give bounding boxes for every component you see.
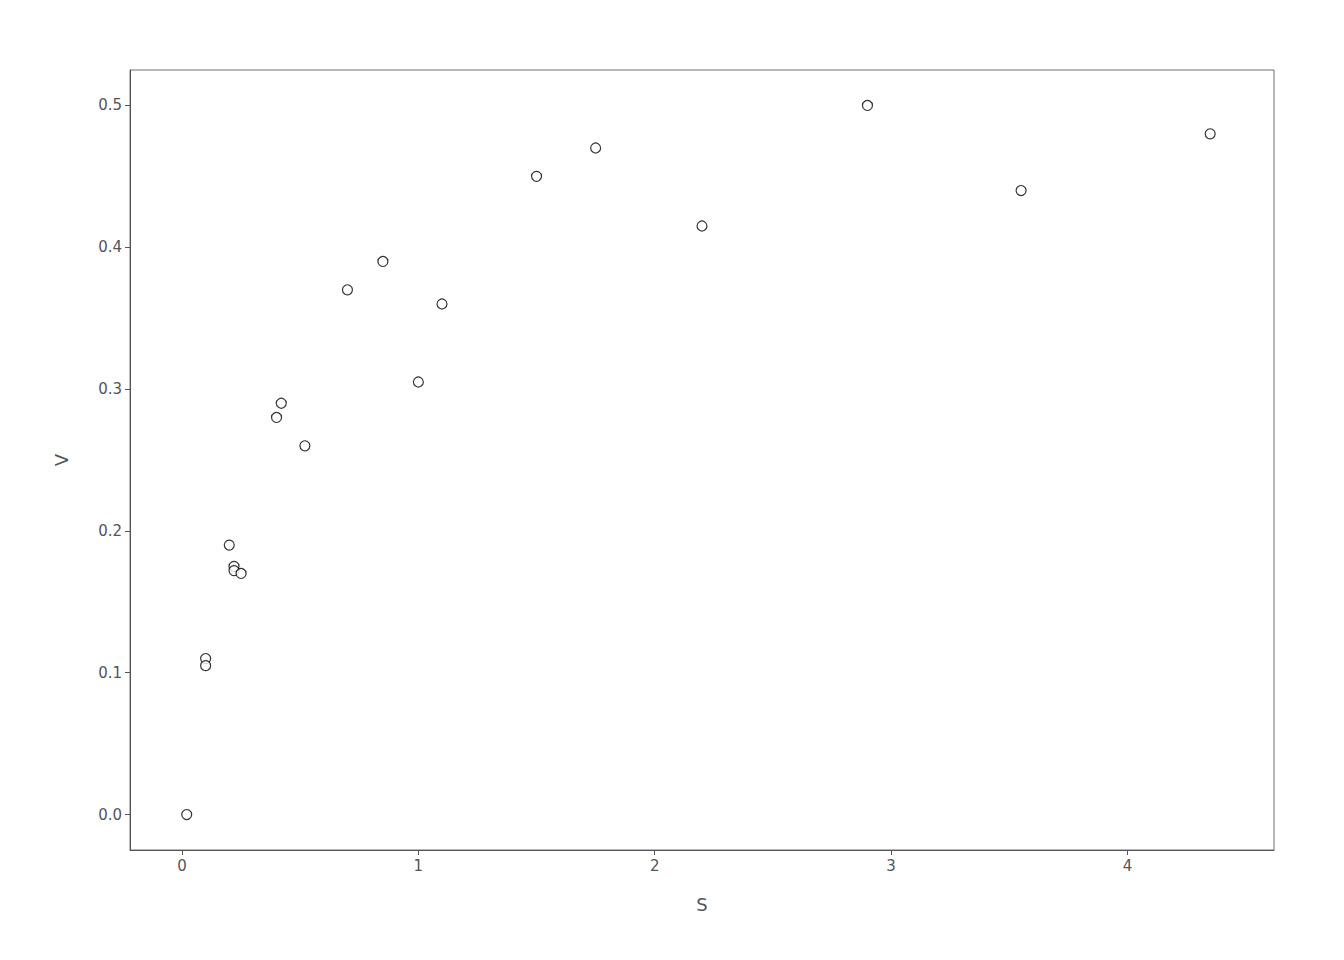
svg-text:4: 4 <box>1123 857 1133 875</box>
svg-text:2: 2 <box>650 857 660 875</box>
svg-text:V: V <box>51 453 72 466</box>
svg-text:0.0: 0.0 <box>98 806 122 824</box>
svg-text:1: 1 <box>414 857 424 875</box>
svg-text:0: 0 <box>177 857 187 875</box>
svg-text:0.4: 0.4 <box>98 238 122 256</box>
svg-text:0.5: 0.5 <box>98 96 122 114</box>
svg-text:3: 3 <box>886 857 896 875</box>
svg-text:S: S <box>696 894 707 915</box>
svg-text:0.2: 0.2 <box>98 522 122 540</box>
svg-text:0.1: 0.1 <box>98 664 122 682</box>
svg-text:0.3: 0.3 <box>98 380 122 398</box>
